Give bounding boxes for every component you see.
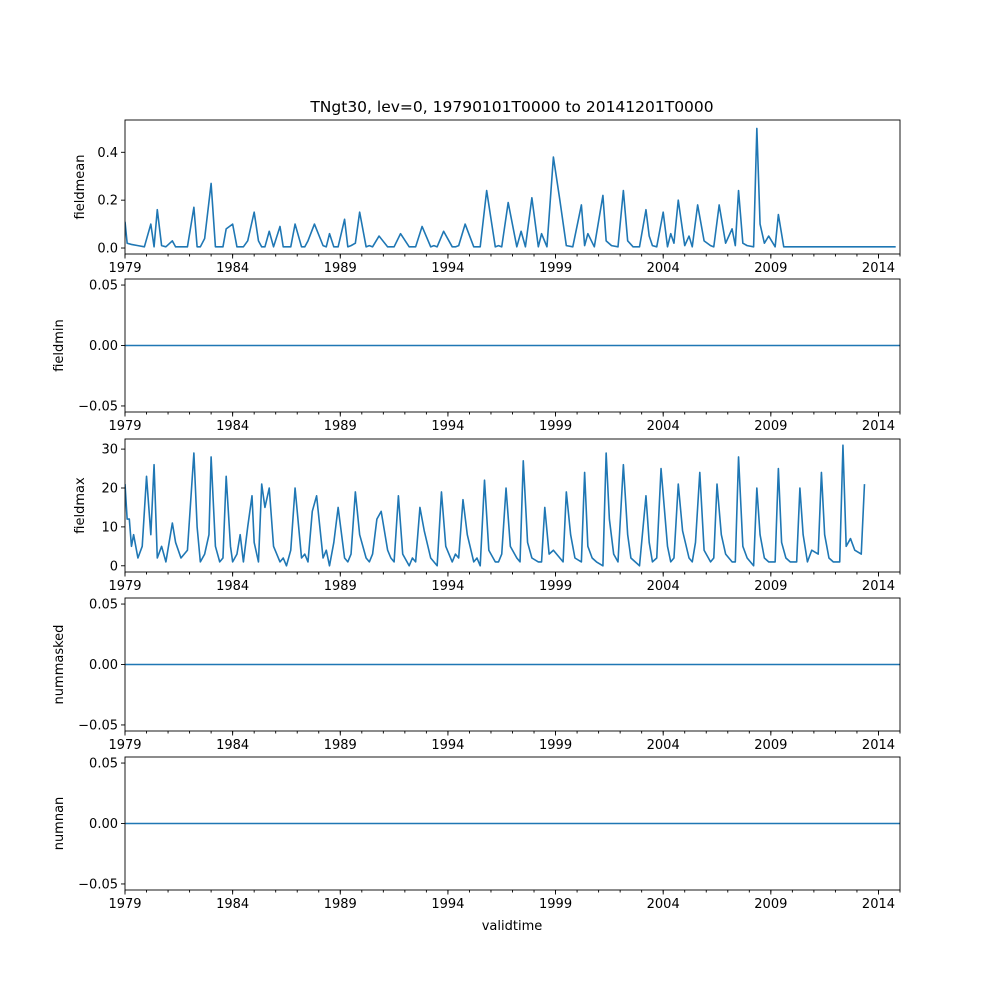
x-tick-label: 1979 <box>108 419 141 434</box>
y-axis-label-numnan: numnan <box>52 797 67 851</box>
y-tick-label: 0.05 <box>89 279 118 294</box>
panel-nummasked: −0.05 0.00 0.05 nummasked 1979 1984 1989 1994 19… <box>52 598 901 753</box>
y-axis-label-fieldmax: fieldmax <box>73 477 88 534</box>
y-tick-label: 0 <box>110 559 118 574</box>
x-tick-label: 2014 <box>862 419 895 434</box>
x-tick-label: 2004 <box>647 261 680 276</box>
x-tick-label: 1989 <box>324 897 357 912</box>
x-tick-label: 1989 <box>324 419 357 434</box>
x-tick-label: 1999 <box>539 579 572 594</box>
chart-title: TNgt30, lev=0, 19790101T0000 to 20141201… <box>309 98 713 116</box>
x-tick-label: 1994 <box>431 261 464 276</box>
x-tick-label: 1984 <box>216 261 249 276</box>
y-axis-label-nummasked: nummasked <box>52 625 67 705</box>
y-tick-label: 0.2 <box>97 194 118 209</box>
x-tick-label: 1984 <box>216 579 249 594</box>
y-tick-label: 0.00 <box>89 817 118 832</box>
x-tick-label: 1979 <box>108 579 141 594</box>
x-axis-label: validtime <box>482 919 543 934</box>
x-tick-label: 1979 <box>108 738 141 753</box>
y-tick-label: −0.05 <box>78 399 118 414</box>
x-tick-label: 2004 <box>647 579 680 594</box>
panel-fieldmean: 0.0 0.2 0.4 fieldmean 1979 1984 1989 1994 1999 20… <box>73 119 901 276</box>
x-tick-label: 1999 <box>539 261 572 276</box>
panel-fieldmin: −0.05 0.00 0.05 fieldmin 1979 1984 1989 1994 199… <box>52 279 901 434</box>
panels: 0.0 0.2 0.4 fieldmean 1979 1984 1989 1994 1999 20… <box>52 119 901 912</box>
x-tick-label: 1999 <box>539 419 572 434</box>
x-tick-label: 2009 <box>754 738 787 753</box>
x-tick-label: 1994 <box>431 419 464 434</box>
series-line-fieldmax <box>125 444 866 567</box>
panel-numnan: −0.05 0.00 0.05 numnan 1979 1984 1989 1994 1999 2… <box>52 757 901 912</box>
y-tick-label: 30 <box>101 443 118 458</box>
x-tick-label: 2009 <box>754 579 787 594</box>
y-tick-label: 0.05 <box>89 757 118 772</box>
x-tick-label: 1989 <box>324 261 357 276</box>
y-tick-label: 0.0 <box>97 242 118 257</box>
y-tick-label: 0.00 <box>89 339 118 354</box>
x-tick-label: 1984 <box>216 738 249 753</box>
x-tick-label: 1979 <box>108 897 141 912</box>
x-tick-label: 1989 <box>324 738 357 753</box>
x-tick-label: 1999 <box>539 738 572 753</box>
panel-fieldmax: 0 10 20 30 fieldmax 1979 1984 1989 1994 1999 2004 2… <box>73 438 901 594</box>
y-axis-label-fieldmean: fieldmean <box>73 155 88 220</box>
x-tick-label: 2009 <box>754 261 787 276</box>
x-tick-label: 2009 <box>754 897 787 912</box>
y-tick-label: −0.05 <box>78 718 118 733</box>
series-line-fieldmean <box>125 127 896 248</box>
y-tick-label: 10 <box>101 520 118 535</box>
x-tick-label: 1999 <box>539 897 572 912</box>
x-tick-label: 2014 <box>862 261 895 276</box>
x-tick-label: 2014 <box>862 579 895 594</box>
x-tick-label: 1994 <box>431 897 464 912</box>
x-tick-label: 2014 <box>862 897 895 912</box>
x-tick-label: 1984 <box>216 897 249 912</box>
x-tick-label: 2004 <box>647 419 680 434</box>
x-tick-label: 2014 <box>862 738 895 753</box>
y-tick-label: 0.00 <box>89 658 118 673</box>
x-tick-label: 1979 <box>108 261 141 276</box>
x-tick-label: 2004 <box>647 897 680 912</box>
x-tick-label: 1994 <box>431 738 464 753</box>
y-tick-label: 0.4 <box>97 146 118 161</box>
y-tick-label: 0.05 <box>89 598 118 613</box>
y-tick-label: 20 <box>101 482 118 497</box>
x-tick-label: 2009 <box>754 419 787 434</box>
x-tick-label: 2004 <box>647 738 680 753</box>
x-tick-label: 1984 <box>216 419 249 434</box>
x-tick-label: 1989 <box>324 579 357 594</box>
y-axis-label-fieldmin: fieldmin <box>52 319 67 372</box>
x-tick-label: 1994 <box>431 579 464 594</box>
y-tick-label: −0.05 <box>78 877 118 892</box>
